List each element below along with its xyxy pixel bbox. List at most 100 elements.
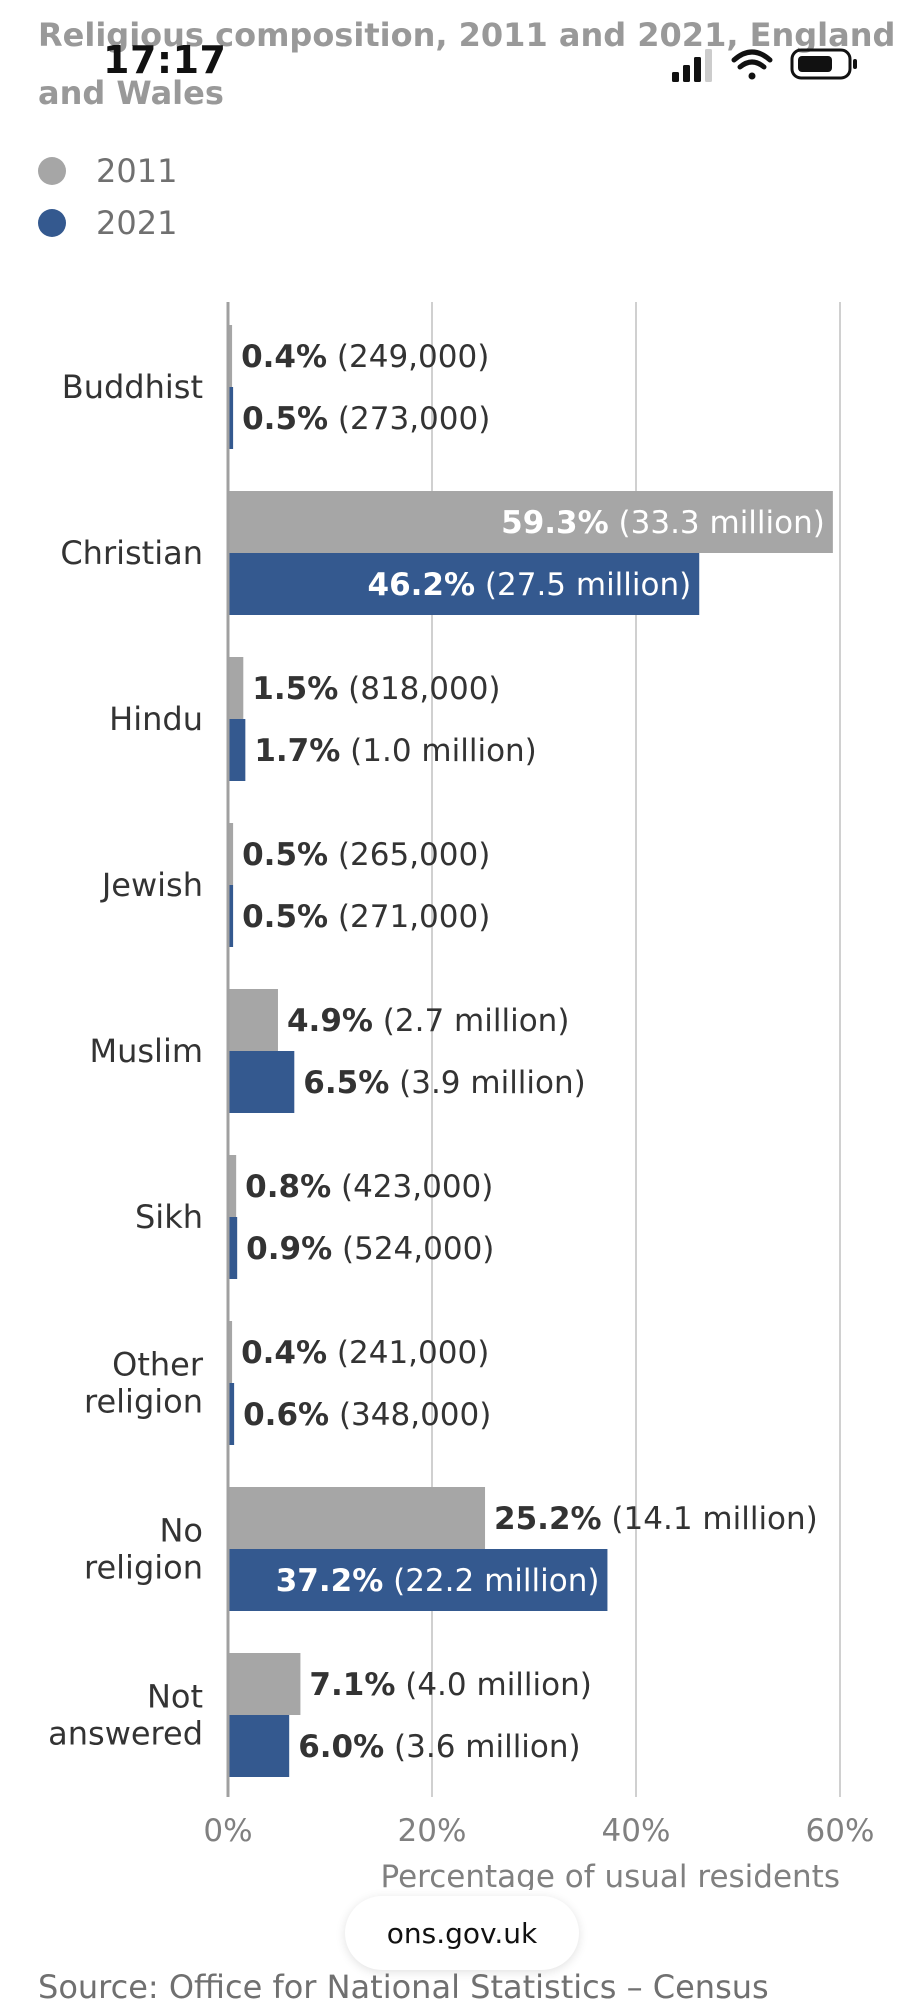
data-label: 0.6% (348,000) xyxy=(243,1397,491,1433)
data-label-percent: 1.7% xyxy=(254,733,340,769)
category-label: Jewish xyxy=(100,866,203,904)
data-label: 0.5% (273,000) xyxy=(242,401,490,437)
x-tick-label: 0% xyxy=(203,1813,252,1849)
signal-icon xyxy=(672,49,712,82)
legend-label-2021: 2021 xyxy=(96,204,178,242)
x-tick-label: 60% xyxy=(806,1813,875,1849)
data-label-percent: 59.3% xyxy=(501,505,609,541)
data-label: 37.2% (22.2 million) xyxy=(276,1563,600,1599)
status-time: 17:17 xyxy=(103,38,227,82)
wifi-icon xyxy=(731,49,773,80)
x-axis-title: Percentage of usual residents xyxy=(381,1859,841,1890)
legend-label-2011: 2011 xyxy=(96,152,178,190)
data-label: 1.7% (1.0 million) xyxy=(254,733,536,769)
data-label-count: (27.5 million) xyxy=(475,567,691,603)
category-label: religion xyxy=(84,1383,203,1421)
bar-2011 xyxy=(228,823,234,885)
bar-2021 xyxy=(228,387,234,449)
bar-2021 xyxy=(228,1383,235,1445)
data-label: 0.4% (241,000) xyxy=(241,1335,489,1371)
bar-2011 xyxy=(228,325,233,387)
data-label-count: (524,000) xyxy=(332,1231,494,1267)
url-pill[interactable]: ons.gov.uk xyxy=(345,1896,579,1970)
data-label: 59.3% (33.3 million) xyxy=(501,505,825,541)
bar-2011 xyxy=(228,1653,301,1715)
data-label-percent: 6.0% xyxy=(298,1729,384,1765)
category-label: Sikh xyxy=(135,1198,203,1236)
data-label-count: (241,000) xyxy=(327,1335,489,1371)
bar-2011 xyxy=(228,657,244,719)
data-label-percent: 0.6% xyxy=(243,1397,329,1433)
bar-2021 xyxy=(228,1549,608,1611)
category-label: Christian xyxy=(60,534,203,572)
chart-legend: 2011 2021 xyxy=(38,145,177,249)
x-tick-label: 40% xyxy=(602,1813,671,1849)
bar-chart: 0% 20% 40% 60% Buddhist 0.4% (249,000) 0.5% (2… xyxy=(48,302,875,1890)
x-tick-label: 20% xyxy=(398,1813,467,1849)
data-label-percent: 7.1% xyxy=(309,1667,395,1703)
bar-2021 xyxy=(228,1217,238,1279)
data-label-count: (4.0 million) xyxy=(395,1667,591,1703)
data-label: 0.8% (423,000) xyxy=(245,1169,493,1205)
legend-item-2011: 2011 xyxy=(38,145,177,197)
category-label: Other xyxy=(112,1346,204,1384)
bar-2021 xyxy=(228,1051,295,1113)
data-label-count: (273,000) xyxy=(328,401,490,437)
data-label-count: (423,000) xyxy=(331,1169,493,1205)
data-label: 7.1% (4.0 million) xyxy=(309,1667,591,1703)
data-label: 25.2% (14.1 million) xyxy=(494,1501,818,1537)
bar-2021 xyxy=(228,885,234,947)
data-label-percent: 6.5% xyxy=(303,1065,389,1101)
bar-2011 xyxy=(228,1155,237,1217)
data-label-percent: 0.4% xyxy=(241,1335,327,1371)
data-label: 0.4% (249,000) xyxy=(241,339,489,375)
category-label: Not xyxy=(147,1678,203,1716)
data-label-count: (22.2 million) xyxy=(383,1563,599,1599)
data-label-percent: 37.2% xyxy=(276,1563,384,1599)
data-label: 46.2% (27.5 million) xyxy=(368,567,692,603)
chart-title: Religious composition, 2011 and 2021, En… xyxy=(38,16,896,112)
data-label: 6.5% (3.9 million) xyxy=(303,1065,585,1101)
data-label-count: (249,000) xyxy=(327,339,489,375)
data-label-count: (3.6 million) xyxy=(384,1729,580,1765)
data-label: 4.9% (2.7 million) xyxy=(287,1003,569,1039)
data-label-count: (14.1 million) xyxy=(602,1501,818,1537)
data-label-percent: 0.5% xyxy=(242,899,328,935)
category-label: answered xyxy=(48,1715,203,1753)
legend-swatch-2011 xyxy=(38,157,66,185)
data-label: 6.0% (3.6 million) xyxy=(298,1729,580,1765)
data-label-count: (265,000) xyxy=(328,837,490,873)
data-label-percent: 25.2% xyxy=(494,1501,602,1537)
category-label: No xyxy=(159,1512,203,1550)
data-label-count: (2.7 million) xyxy=(373,1003,569,1039)
category-label: Hindu xyxy=(109,700,203,738)
data-label-percent: 0.5% xyxy=(242,837,328,873)
source-note: Source: Office for National Statistics –… xyxy=(38,1968,769,2006)
data-label-count: (271,000) xyxy=(328,899,490,935)
bar-2021 xyxy=(228,553,700,615)
data-label-percent: 1.5% xyxy=(252,671,338,707)
data-label-percent: 46.2% xyxy=(368,567,476,603)
data-label-percent: 0.5% xyxy=(242,401,328,437)
bar-2011 xyxy=(228,491,833,553)
battery-icon xyxy=(790,48,857,80)
data-label-percent: 0.9% xyxy=(246,1231,332,1267)
bar-2011 xyxy=(228,989,278,1051)
legend-swatch-2021 xyxy=(38,209,66,237)
category-label: Buddhist xyxy=(62,368,203,406)
data-label-count: (348,000) xyxy=(329,1397,491,1433)
data-label-percent: 0.8% xyxy=(245,1169,331,1205)
category-label: religion xyxy=(84,1549,203,1587)
data-label: 1.5% (818,000) xyxy=(252,671,500,707)
bar-2021 xyxy=(228,1715,290,1777)
data-label: 0.9% (524,000) xyxy=(246,1231,494,1267)
bar-2011 xyxy=(228,1487,486,1549)
bar-2011 xyxy=(228,1321,233,1383)
data-label: 0.5% (271,000) xyxy=(242,899,490,935)
category-label: Muslim xyxy=(89,1032,203,1070)
data-label-count: (3.9 million) xyxy=(389,1065,585,1101)
data-label: 0.5% (265,000) xyxy=(242,837,490,873)
data-label-count: (33.3 million) xyxy=(609,505,825,541)
data-label-percent: 4.9% xyxy=(287,1003,373,1039)
data-label-count: (818,000) xyxy=(338,671,500,707)
